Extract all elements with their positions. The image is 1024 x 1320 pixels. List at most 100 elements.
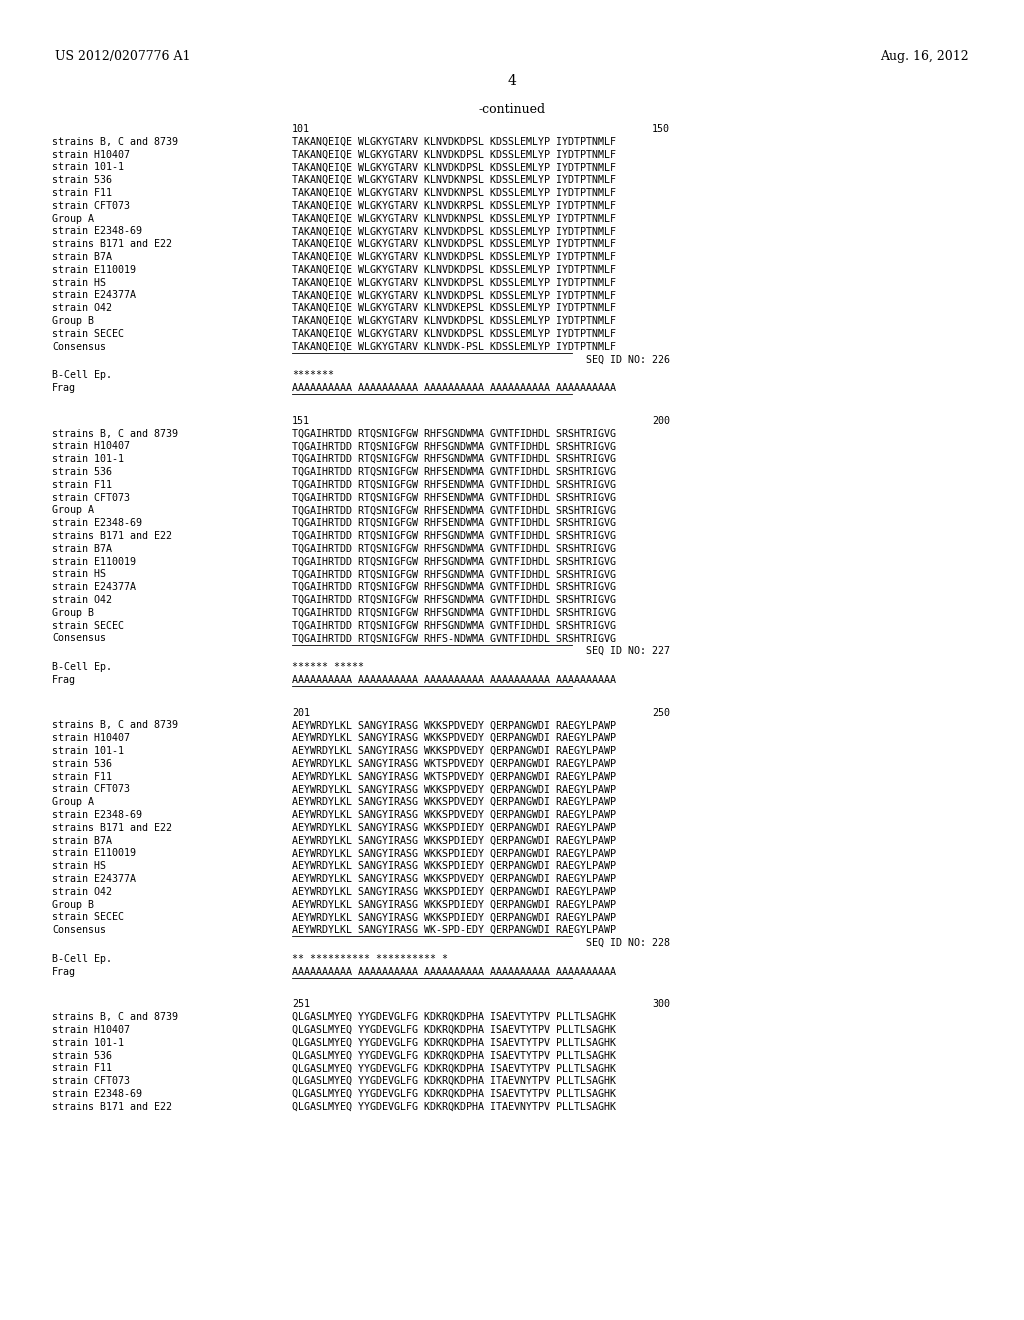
Text: strain 101-1: strain 101-1 (52, 1038, 124, 1048)
Text: strain SECEC: strain SECEC (52, 620, 124, 631)
Text: TQGAIHRTDD RTQSNIGFGW RHFSGNDWMA GVNTFIDHDL SRSHTRIGVG: TQGAIHRTDD RTQSNIGFGW RHFSGNDWMA GVNTFID… (292, 544, 616, 554)
Text: strain 536: strain 536 (52, 759, 112, 768)
Text: AEYWRDYLKL SANGYIRASG WKKSPDVEDY QERPANGWDI RAEGYLPAWP: AEYWRDYLKL SANGYIRASG WKKSPDVEDY QERPANG… (292, 733, 616, 743)
Text: Group A: Group A (52, 506, 94, 515)
Text: QLGASLMYEQ YYGDEVGLFG KDKRQKDPHA ISAEVTYTPV PLLTLSAGHK: QLGASLMYEQ YYGDEVGLFG KDKRQKDPHA ISAEVTY… (292, 1089, 616, 1100)
Text: strain F11: strain F11 (52, 772, 112, 781)
Text: ** ********** ********** *: ** ********** ********** * (292, 954, 449, 964)
Text: strain E110019: strain E110019 (52, 557, 136, 566)
Text: TQGAIHRTDD RTQSNIGFGW RHFSGNDWMA GVNTFIDHDL SRSHTRIGVG: TQGAIHRTDD RTQSNIGFGW RHFSGNDWMA GVNTFID… (292, 620, 616, 631)
Text: 250: 250 (652, 708, 670, 718)
Text: strain E2348-69: strain E2348-69 (52, 227, 142, 236)
Text: TAKANQEIQE WLGKYGTARV KLNVDKDPSL KDSSLEMLYP IYDTPTNMLF: TAKANQEIQE WLGKYGTARV KLNVDKDPSL KDSSLEM… (292, 315, 616, 326)
Text: Frag: Frag (52, 383, 76, 393)
Text: strain CFT073: strain CFT073 (52, 1076, 130, 1086)
Text: strain 101-1: strain 101-1 (52, 454, 124, 465)
Text: strain E24377A: strain E24377A (52, 582, 136, 593)
Text: AEYWRDYLKL SANGYIRASG WKKSPDIEDY QERPANGWDI RAEGYLPAWP: AEYWRDYLKL SANGYIRASG WKKSPDIEDY QERPANG… (292, 887, 616, 896)
Text: strain CFT073: strain CFT073 (52, 492, 130, 503)
Text: TQGAIHRTDD RTQSNIGFGW RHFSGNDWMA GVNTFIDHDL SRSHTRIGVG: TQGAIHRTDD RTQSNIGFGW RHFSGNDWMA GVNTFID… (292, 595, 616, 605)
Text: TAKANQEIQE WLGKYGTARV KLNVDKDPSL KDSSLEMLYP IYDTPTNMLF: TAKANQEIQE WLGKYGTARV KLNVDKDPSL KDSSLEM… (292, 290, 616, 301)
Text: 4: 4 (508, 74, 516, 88)
Text: strains B171 and E22: strains B171 and E22 (52, 822, 172, 833)
Text: strain E24377A: strain E24377A (52, 290, 136, 301)
Text: AEYWRDYLKL SANGYIRASG WKKSPDVEDY QERPANGWDI RAEGYLPAWP: AEYWRDYLKL SANGYIRASG WKKSPDVEDY QERPANG… (292, 810, 616, 820)
Text: strain SECEC: strain SECEC (52, 912, 124, 923)
Text: strain B7A: strain B7A (52, 252, 112, 261)
Text: strains B, C and 8739: strains B, C and 8739 (52, 137, 178, 147)
Text: QLGASLMYEQ YYGDEVGLFG KDKRQKDPHA ISAEVTYTPV PLLTLSAGHK: QLGASLMYEQ YYGDEVGLFG KDKRQKDPHA ISAEVTY… (292, 1051, 616, 1060)
Text: strain O42: strain O42 (52, 887, 112, 896)
Text: strain H10407: strain H10407 (52, 1026, 130, 1035)
Text: TAKANQEIQE WLGKYGTARV KLNVDKNPSL KDSSLEMLYP IYDTPTNMLF: TAKANQEIQE WLGKYGTARV KLNVDKNPSL KDSSLEM… (292, 187, 616, 198)
Text: Consensus: Consensus (52, 925, 106, 935)
Text: Consensus: Consensus (52, 342, 106, 351)
Text: *******: ******* (292, 370, 334, 380)
Text: 300: 300 (652, 999, 670, 1010)
Text: strain E24377A: strain E24377A (52, 874, 136, 884)
Text: US 2012/0207776 A1: US 2012/0207776 A1 (55, 50, 190, 63)
Text: Group B: Group B (52, 900, 94, 909)
Text: TQGAIHRTDD RTQSNIGFGW RHFS-NDWMA GVNTFIDHDL SRSHTRIGVG: TQGAIHRTDD RTQSNIGFGW RHFS-NDWMA GVNTFID… (292, 634, 616, 643)
Text: TQGAIHRTDD RTQSNIGFGW RHFSENDWMA GVNTFIDHDL SRSHTRIGVG: TQGAIHRTDD RTQSNIGFGW RHFSENDWMA GVNTFID… (292, 467, 616, 477)
Text: QLGASLMYEQ YYGDEVGLFG KDKRQKDPHA ISAEVTYTPV PLLTLSAGHK: QLGASLMYEQ YYGDEVGLFG KDKRQKDPHA ISAEVTY… (292, 1038, 616, 1048)
Text: strain B7A: strain B7A (52, 836, 112, 846)
Text: AEYWRDYLKL SANGYIRASG WKTSPDVEDY QERPANGWDI RAEGYLPAWP: AEYWRDYLKL SANGYIRASG WKTSPDVEDY QERPANG… (292, 759, 616, 768)
Text: AEYWRDYLKL SANGYIRASG WKKSPDIEDY QERPANGWDI RAEGYLPAWP: AEYWRDYLKL SANGYIRASG WKKSPDIEDY QERPANG… (292, 900, 616, 909)
Text: TAKANQEIQE WLGKYGTARV KLNVDKDPSL KDSSLEMLYP IYDTPTNMLF: TAKANQEIQE WLGKYGTARV KLNVDKDPSL KDSSLEM… (292, 149, 616, 160)
Text: 151: 151 (292, 416, 310, 426)
Text: TAKANQEIQE WLGKYGTARV KLNVDKRPSL KDSSLEMLYP IYDTPTNMLF: TAKANQEIQE WLGKYGTARV KLNVDKRPSL KDSSLEM… (292, 201, 616, 211)
Text: AEYWRDYLKL SANGYIRASG WKKSPDIEDY QERPANGWDI RAEGYLPAWP: AEYWRDYLKL SANGYIRASG WKKSPDIEDY QERPANG… (292, 912, 616, 923)
Text: strains B171 and E22: strains B171 and E22 (52, 531, 172, 541)
Text: strain E2348-69: strain E2348-69 (52, 519, 142, 528)
Text: AEYWRDYLKL SANGYIRASG WKKSPDIEDY QERPANGWDI RAEGYLPAWP: AEYWRDYLKL SANGYIRASG WKKSPDIEDY QERPANG… (292, 822, 616, 833)
Text: TAKANQEIQE WLGKYGTARV KLNVDKDPSL KDSSLEMLYP IYDTPTNMLF: TAKANQEIQE WLGKYGTARV KLNVDKDPSL KDSSLEM… (292, 137, 616, 147)
Text: strain H10407: strain H10407 (52, 733, 130, 743)
Text: AAAAAAAAAA AAAAAAAAAA AAAAAAAAAA AAAAAAAAAA AAAAAAAAAA: AAAAAAAAAA AAAAAAAAAA AAAAAAAAAA AAAAAAA… (292, 383, 616, 393)
Text: B-Cell Ep.: B-Cell Ep. (52, 954, 112, 964)
Text: strain H10407: strain H10407 (52, 441, 130, 451)
Text: strains B, C and 8739: strains B, C and 8739 (52, 721, 178, 730)
Text: TQGAIHRTDD RTQSNIGFGW RHFSGNDWMA GVNTFIDHDL SRSHTRIGVG: TQGAIHRTDD RTQSNIGFGW RHFSGNDWMA GVNTFID… (292, 454, 616, 465)
Text: strain HS: strain HS (52, 861, 106, 871)
Text: strain CFT073: strain CFT073 (52, 784, 130, 795)
Text: Frag: Frag (52, 966, 76, 977)
Text: TAKANQEIQE WLGKYGTARV KLNVDKNPSL KDSSLEMLYP IYDTPTNMLF: TAKANQEIQE WLGKYGTARV KLNVDKNPSL KDSSLEM… (292, 214, 616, 223)
Text: Group A: Group A (52, 214, 94, 223)
Text: strain F11: strain F11 (52, 1064, 112, 1073)
Text: strain F11: strain F11 (52, 187, 112, 198)
Text: Consensus: Consensus (52, 634, 106, 643)
Text: strain 536: strain 536 (52, 467, 112, 477)
Text: SEQ ID NO: 228: SEQ ID NO: 228 (586, 939, 670, 948)
Text: 150: 150 (652, 124, 670, 135)
Text: Aug. 16, 2012: Aug. 16, 2012 (880, 50, 969, 63)
Text: strain E2348-69: strain E2348-69 (52, 810, 142, 820)
Text: strains B, C and 8739: strains B, C and 8739 (52, 1012, 178, 1022)
Text: TQGAIHRTDD RTQSNIGFGW RHFSENDWMA GVNTFIDHDL SRSHTRIGVG: TQGAIHRTDD RTQSNIGFGW RHFSENDWMA GVNTFID… (292, 506, 616, 515)
Text: strains B, C and 8739: strains B, C and 8739 (52, 429, 178, 438)
Text: TQGAIHRTDD RTQSNIGFGW RHFSGNDWMA GVNTFIDHDL SRSHTRIGVG: TQGAIHRTDD RTQSNIGFGW RHFSGNDWMA GVNTFID… (292, 441, 616, 451)
Text: AEYWRDYLKL SANGYIRASG WKKSPDVEDY QERPANGWDI RAEGYLPAWP: AEYWRDYLKL SANGYIRASG WKKSPDVEDY QERPANG… (292, 721, 616, 730)
Text: strain 536: strain 536 (52, 1051, 112, 1060)
Text: TAKANQEIQE WLGKYGTARV KLNVDKDPSL KDSSLEMLYP IYDTPTNMLF: TAKANQEIQE WLGKYGTARV KLNVDKDPSL KDSSLEM… (292, 265, 616, 275)
Text: Frag: Frag (52, 675, 76, 685)
Text: strain 536: strain 536 (52, 176, 112, 185)
Text: TAKANQEIQE WLGKYGTARV KLNVDK-PSL KDSSLEMLYP IYDTPTNMLF: TAKANQEIQE WLGKYGTARV KLNVDK-PSL KDSSLEM… (292, 342, 616, 351)
Text: AEYWRDYLKL SANGYIRASG WKKSPDVEDY QERPANGWDI RAEGYLPAWP: AEYWRDYLKL SANGYIRASG WKKSPDVEDY QERPANG… (292, 784, 616, 795)
Text: strain E110019: strain E110019 (52, 849, 136, 858)
Text: strain 101-1: strain 101-1 (52, 162, 124, 173)
Text: QLGASLMYEQ YYGDEVGLFG KDKRQKDPHA ISAEVTYTPV PLLTLSAGHK: QLGASLMYEQ YYGDEVGLFG KDKRQKDPHA ISAEVTY… (292, 1012, 616, 1022)
Text: 201: 201 (292, 708, 310, 718)
Text: -continued: -continued (478, 103, 546, 116)
Text: QLGASLMYEQ YYGDEVGLFG KDKRQKDPHA ITAEVNYTPV PLLTLSAGHK: QLGASLMYEQ YYGDEVGLFG KDKRQKDPHA ITAEVNY… (292, 1102, 616, 1111)
Text: AEYWRDYLKL SANGYIRASG WK-SPD-EDY QERPANGWDI RAEGYLPAWP: AEYWRDYLKL SANGYIRASG WK-SPD-EDY QERPANG… (292, 925, 616, 935)
Text: B-Cell Ep.: B-Cell Ep. (52, 663, 112, 672)
Text: strain H10407: strain H10407 (52, 149, 130, 160)
Text: 200: 200 (652, 416, 670, 426)
Text: QLGASLMYEQ YYGDEVGLFG KDKRQKDPHA ITAEVNYTPV PLLTLSAGHK: QLGASLMYEQ YYGDEVGLFG KDKRQKDPHA ITAEVNY… (292, 1076, 616, 1086)
Text: ****** *****: ****** ***** (292, 663, 364, 672)
Text: AEYWRDYLKL SANGYIRASG WKTSPDVEDY QERPANGWDI RAEGYLPAWP: AEYWRDYLKL SANGYIRASG WKTSPDVEDY QERPANG… (292, 772, 616, 781)
Text: strain HS: strain HS (52, 277, 106, 288)
Text: AAAAAAAAAA AAAAAAAAAA AAAAAAAAAA AAAAAAAAAA AAAAAAAAAA: AAAAAAAAAA AAAAAAAAAA AAAAAAAAAA AAAAAAA… (292, 675, 616, 685)
Text: AEYWRDYLKL SANGYIRASG WKKSPDIEDY QERPANGWDI RAEGYLPAWP: AEYWRDYLKL SANGYIRASG WKKSPDIEDY QERPANG… (292, 836, 616, 846)
